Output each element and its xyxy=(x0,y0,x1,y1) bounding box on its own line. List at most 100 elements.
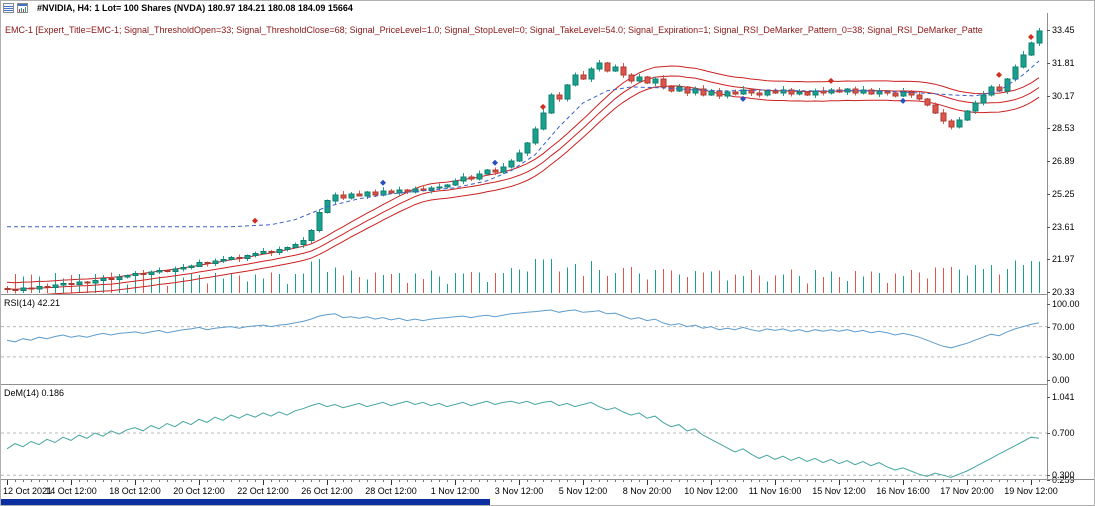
buy-signal-marker xyxy=(492,159,498,166)
panel-separator[interactable] xyxy=(1,294,1047,295)
candle xyxy=(956,119,963,128)
price-axis-label: 20.33 xyxy=(1052,287,1075,297)
candle xyxy=(604,62,611,72)
time-axis-label: 18 Oct 12:00 xyxy=(109,486,161,496)
charts-grid-icon[interactable] xyxy=(3,2,14,13)
background-window-titlebar[interactable] xyxy=(1,499,490,505)
time-axis-label: 14 Oct 12:00 xyxy=(45,486,97,496)
candle xyxy=(892,92,899,97)
time-axis-label: 1 Nov 12:00 xyxy=(430,486,480,496)
candle xyxy=(740,89,747,95)
candle xyxy=(236,257,243,260)
time-axis[interactable]: 12 Oct 2021 14 Oct 12:00 18 Oct 12:00 20 Oc… xyxy=(1,479,1094,500)
candle xyxy=(724,91,731,97)
price-axis[interactable]: 33.45 31.81 30.17 28.53 26.89 25.25 23.61 21.97… xyxy=(1047,1,1094,484)
time-axis-label: 20 Oct 12:00 xyxy=(173,486,225,496)
symbol-title: #NVIDIA, H4: 1 Lot= 100 Shares (NVDA) 18… xyxy=(37,2,353,13)
candle xyxy=(148,271,155,276)
candle xyxy=(100,278,107,282)
candle xyxy=(644,76,651,84)
chart-window-icon[interactable] xyxy=(17,2,28,13)
candle xyxy=(588,68,595,80)
axis-tick xyxy=(1047,326,1050,328)
candle xyxy=(796,91,803,95)
candle xyxy=(460,176,467,182)
axis-tick xyxy=(1047,161,1050,162)
axis-tick xyxy=(1047,30,1050,31)
time-axis-label: 19 Nov 12:00 xyxy=(1004,486,1058,496)
main-price-chart[interactable] xyxy=(1,13,1047,294)
candle xyxy=(204,262,211,265)
sell-signal-marker xyxy=(252,217,258,224)
candle xyxy=(1020,54,1027,68)
time-axis-label: 17 Nov 20:00 xyxy=(940,486,994,496)
candle xyxy=(692,88,699,94)
candle xyxy=(564,84,571,100)
candle xyxy=(356,193,363,197)
candle xyxy=(628,74,635,82)
candle xyxy=(756,92,763,96)
axis-tick xyxy=(1047,379,1050,381)
sell-signal-marker xyxy=(1028,33,1034,40)
time-ticks xyxy=(7,480,1040,485)
candle xyxy=(68,283,75,286)
candle xyxy=(1012,66,1019,80)
rsi-axis-label: 30.00 xyxy=(1052,351,1075,362)
candle xyxy=(492,169,499,173)
axis-tick xyxy=(1047,95,1050,97)
candle xyxy=(44,286,51,289)
candle xyxy=(468,176,475,180)
rsi-indicator-panel[interactable] xyxy=(1,296,1047,382)
candle xyxy=(636,76,643,82)
dem-indicator-panel[interactable] xyxy=(1,386,1047,478)
rsi-axis-label: 70.00 xyxy=(1052,321,1075,332)
candle xyxy=(804,91,811,96)
candle xyxy=(276,249,283,254)
candle xyxy=(948,120,955,128)
dem-axis-label: 0.300 xyxy=(1052,470,1075,481)
candle xyxy=(364,191,371,197)
axis-tick xyxy=(1047,433,1050,434)
candle xyxy=(252,253,259,257)
candle xyxy=(436,186,443,189)
candle xyxy=(684,86,691,94)
ea-parameters: EMC-1 [Expert_Title=EMC-1; Signal_Thresh… xyxy=(5,25,983,35)
candle xyxy=(1028,42,1035,56)
candle xyxy=(444,184,451,188)
candle xyxy=(404,189,411,193)
time-axis-label: 3 Nov 12:00 xyxy=(494,486,544,496)
panel-separator[interactable] xyxy=(1,384,1047,385)
rsi-indicator-label: RSI(14) 42.21 xyxy=(4,298,61,308)
candle xyxy=(980,94,987,104)
candle xyxy=(964,110,971,121)
candle xyxy=(124,275,131,278)
price-axis-divider xyxy=(1047,13,1048,479)
candle xyxy=(140,273,147,276)
price-axis-label: 26.89 xyxy=(1052,156,1075,166)
candle xyxy=(292,244,299,249)
candle xyxy=(196,262,203,267)
time-axis-label: 5 Nov 12:00 xyxy=(558,486,608,496)
price-axis-label: 30.17 xyxy=(1052,90,1075,101)
candle xyxy=(164,270,171,273)
candle xyxy=(308,230,315,242)
price-axis-label: 33.45 xyxy=(1052,25,1075,35)
dem-axis-label: 1.041 xyxy=(1052,392,1075,402)
candle xyxy=(268,251,275,254)
candle xyxy=(220,259,227,262)
candle xyxy=(52,284,59,289)
candle xyxy=(332,194,339,202)
rsi-levels xyxy=(1,326,1047,358)
candle xyxy=(916,94,923,100)
sell-signal-marker xyxy=(996,71,1002,78)
candle xyxy=(284,247,291,251)
sell-signal-marker xyxy=(540,103,546,110)
candle xyxy=(988,86,995,96)
candle xyxy=(188,265,195,269)
candle xyxy=(348,193,355,199)
candle xyxy=(860,89,867,94)
candle xyxy=(660,78,667,88)
candle xyxy=(868,89,875,95)
candle xyxy=(452,180,459,186)
rsi-axis-label: 0.00 xyxy=(1052,374,1070,385)
